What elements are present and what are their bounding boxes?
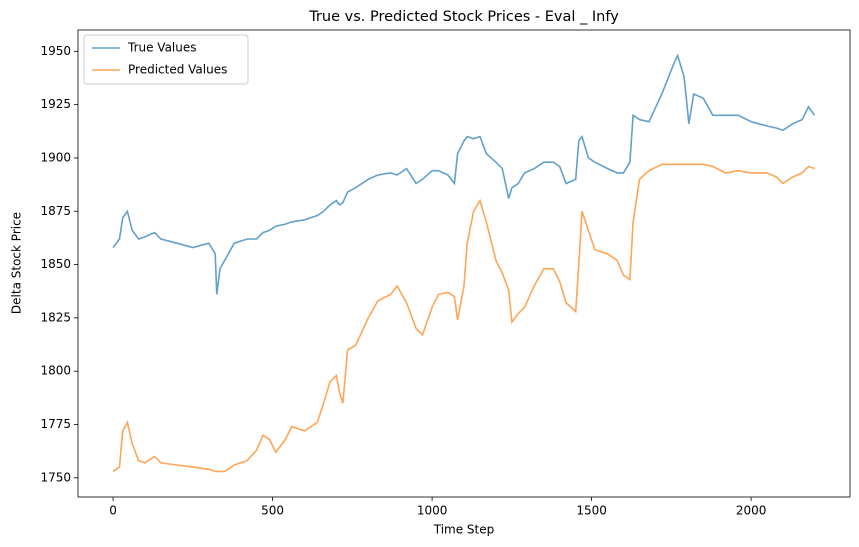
y-tick-label: 1900 bbox=[40, 150, 71, 164]
y-tick-label: 1825 bbox=[40, 310, 71, 324]
legend-label: Predicted Values bbox=[128, 63, 227, 77]
x-tick-label: 1500 bbox=[576, 504, 607, 518]
legend-label: True Values bbox=[127, 41, 197, 55]
y-tick-label: 1800 bbox=[40, 364, 71, 378]
data-line bbox=[112, 163, 815, 473]
y-tick-label: 1925 bbox=[40, 97, 71, 111]
x-tick-label: 0 bbox=[109, 504, 117, 518]
y-axis-label: Delta Stock Price bbox=[10, 212, 24, 314]
y-tick-label: 1950 bbox=[40, 44, 71, 58]
x-tick-label: 1000 bbox=[417, 504, 448, 518]
legend-box bbox=[83, 34, 249, 85]
x-tick-label: 500 bbox=[261, 504, 284, 518]
chart-title: True vs. Predicted Stock Prices - Eval _… bbox=[308, 9, 619, 25]
data-line bbox=[112, 53, 816, 295]
y-tick-label: 1850 bbox=[40, 257, 71, 271]
y-tick-label: 1775 bbox=[40, 417, 71, 431]
y-tick-label: 1875 bbox=[40, 204, 71, 218]
plot-frame bbox=[77, 29, 851, 498]
x-tick-label: 2000 bbox=[736, 504, 767, 518]
x-axis-label: Time Step bbox=[433, 523, 495, 537]
y-tick-label: 1750 bbox=[40, 470, 71, 484]
